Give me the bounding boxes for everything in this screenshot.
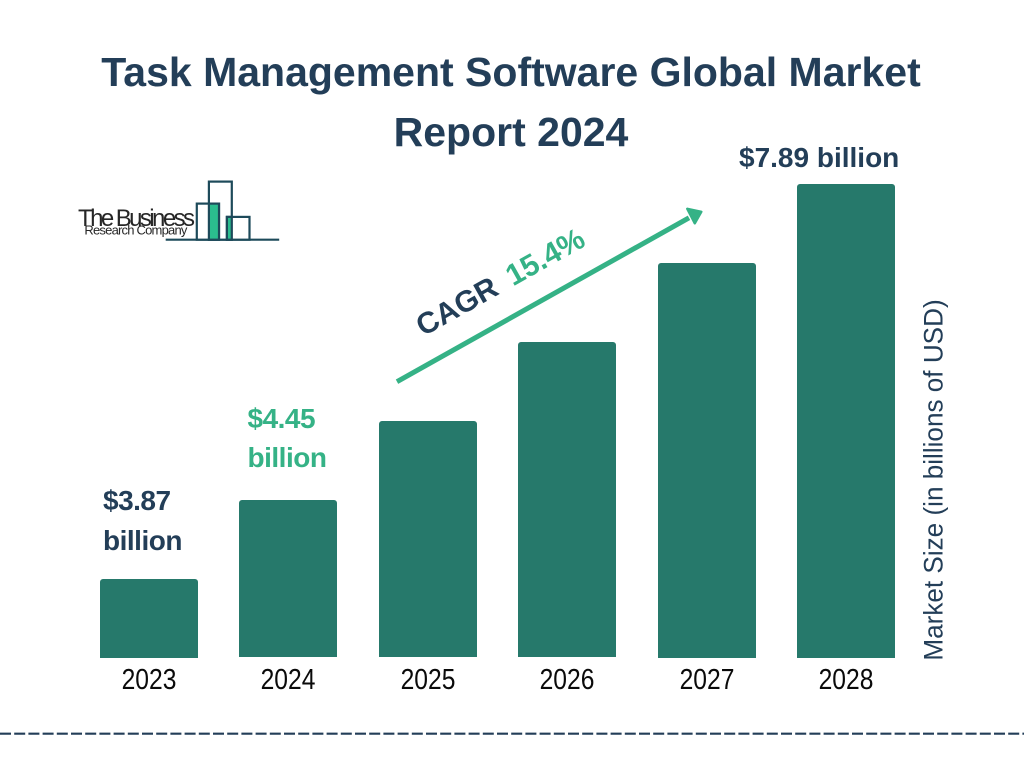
- svg-text:Research Company: Research Company: [84, 222, 187, 237]
- svg-text:The Business: The Business: [78, 205, 195, 232]
